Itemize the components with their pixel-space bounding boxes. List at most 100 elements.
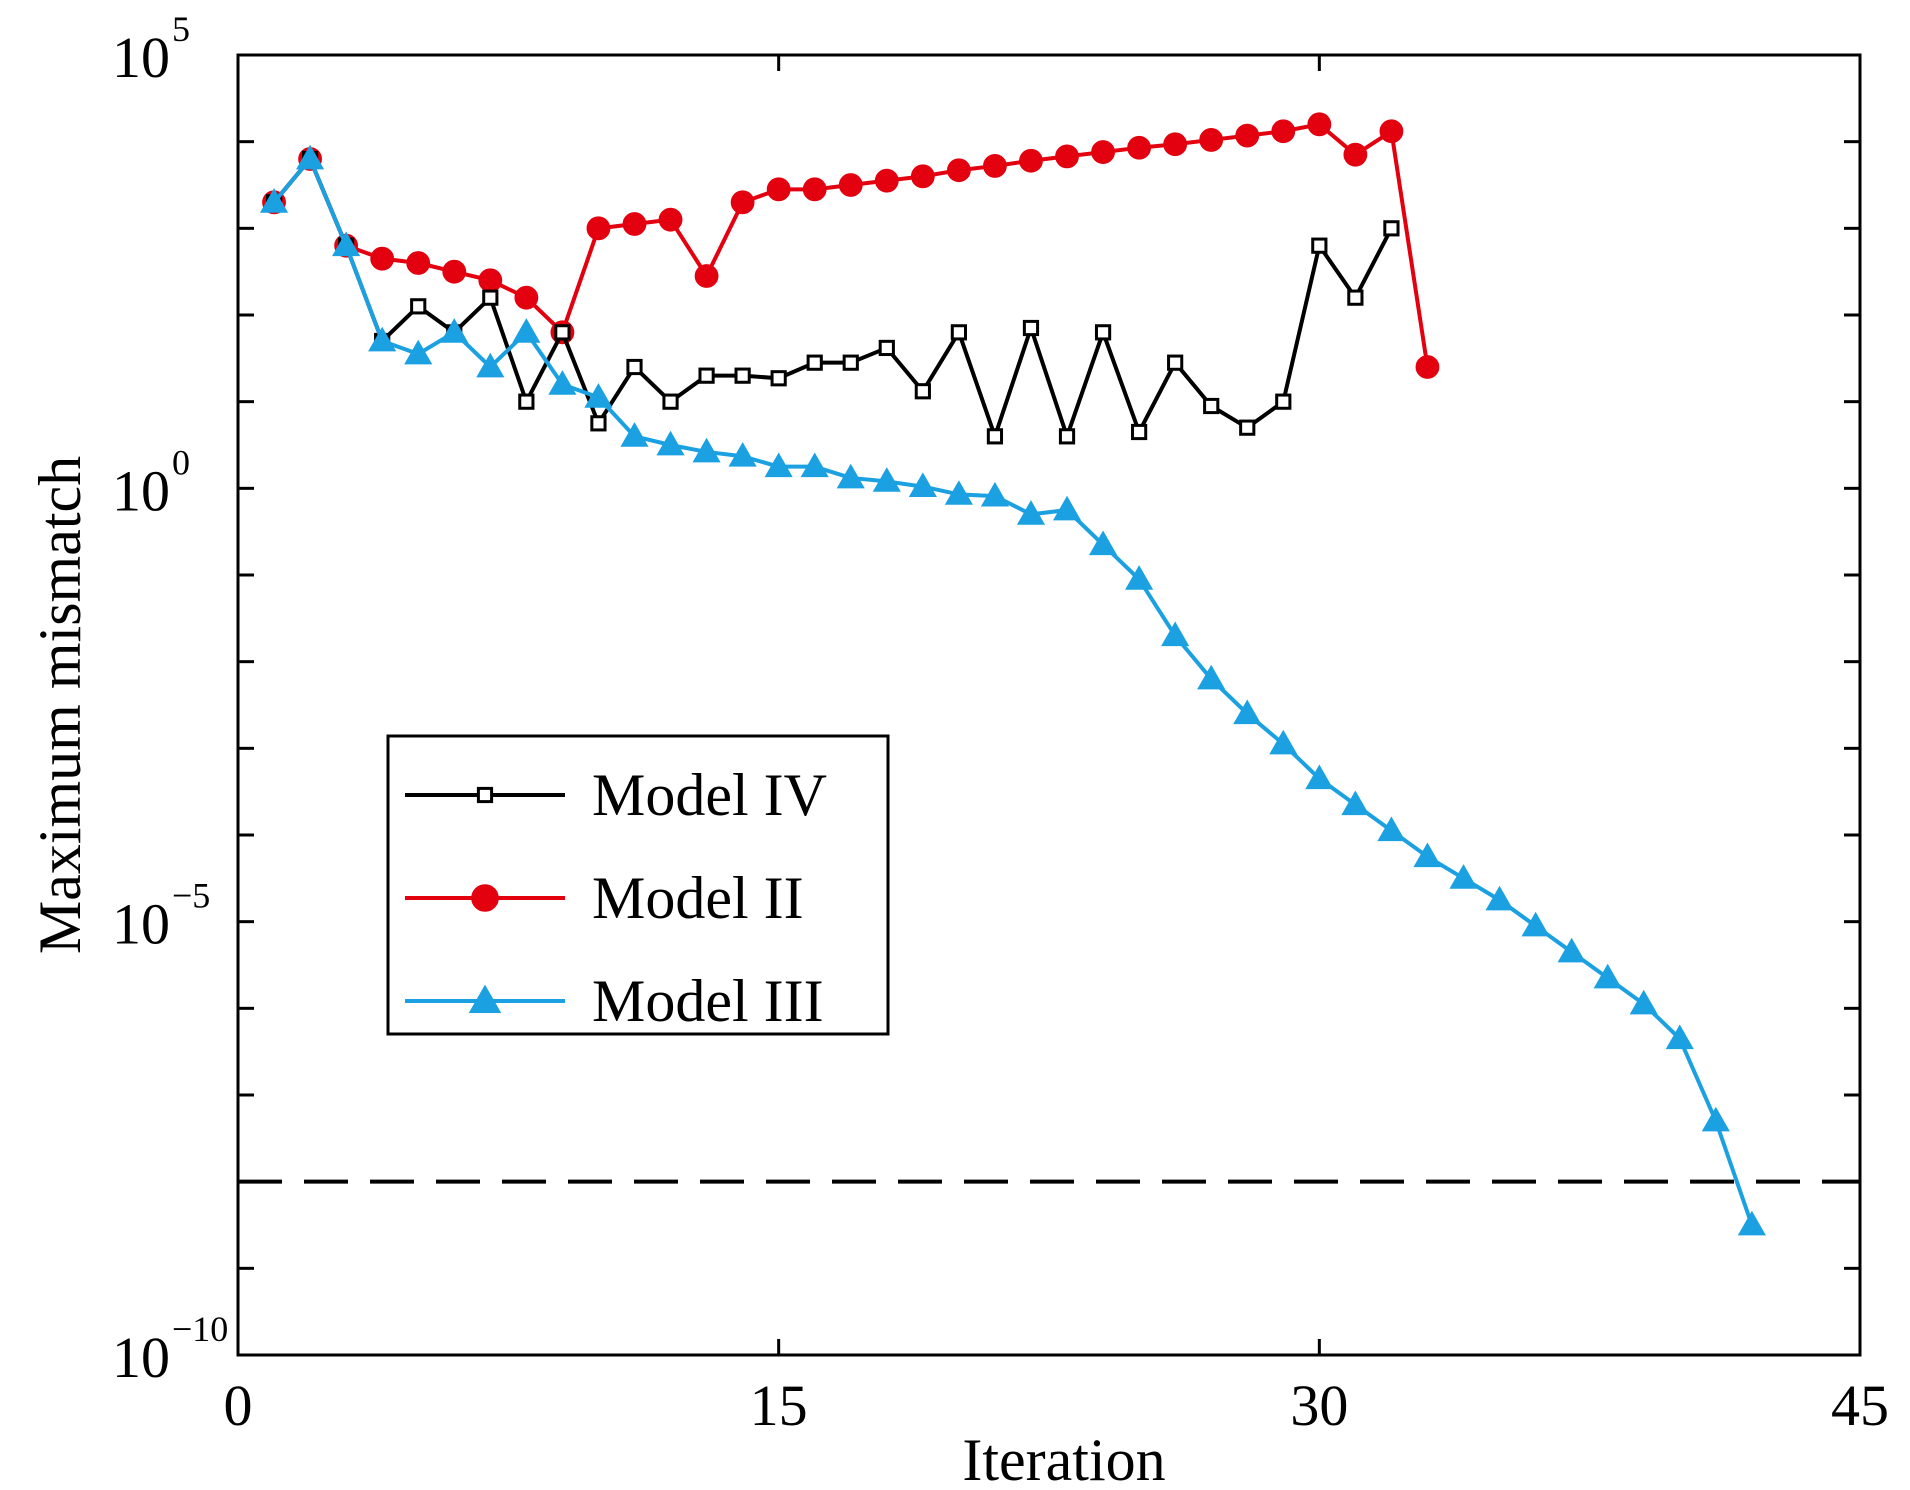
marker-triangle bbox=[1593, 963, 1622, 989]
marker-triangle bbox=[1665, 1024, 1694, 1050]
marker-square bbox=[1347, 289, 1364, 306]
marker-square bbox=[482, 289, 499, 306]
y-tick-label: 10 −10 bbox=[112, 1309, 228, 1390]
marker-circle bbox=[478, 268, 503, 293]
marker-triangle bbox=[584, 383, 613, 408]
marker-triangle bbox=[296, 144, 325, 170]
y-tick-base: 10 bbox=[112, 458, 170, 523]
marker-circle bbox=[766, 177, 791, 202]
marker-triangle bbox=[368, 326, 397, 352]
x-tick-label: 15 bbox=[750, 1373, 808, 1438]
marker-triangle bbox=[1197, 664, 1226, 690]
marker-square bbox=[410, 298, 427, 315]
x-tick-label: 0 bbox=[224, 1373, 253, 1438]
marker-circle bbox=[874, 168, 899, 193]
legend-label: Model III bbox=[592, 968, 824, 1034]
marker-triangle bbox=[1305, 764, 1334, 790]
marker-triangle bbox=[1161, 621, 1190, 647]
marker-circle bbox=[1307, 112, 1332, 137]
marker-circle bbox=[1235, 123, 1260, 148]
marker-triangle bbox=[440, 318, 469, 343]
marker-square bbox=[986, 428, 1004, 445]
marker-circle bbox=[1415, 355, 1440, 379]
marker-square bbox=[1239, 419, 1256, 436]
marker-triangle bbox=[836, 463, 865, 489]
marker-triangle bbox=[1701, 1106, 1730, 1132]
marker-triangle bbox=[1629, 989, 1658, 1015]
marker-triangle bbox=[548, 370, 577, 395]
marker-triangle bbox=[620, 422, 649, 447]
marker-triangle bbox=[1052, 495, 1082, 521]
marker-triangle bbox=[872, 467, 901, 492]
marker-square bbox=[806, 354, 823, 371]
marker-triangle bbox=[728, 442, 757, 467]
series-line bbox=[272, 157, 1394, 439]
legend-entry: Model IV bbox=[405, 762, 827, 828]
marker-circle bbox=[802, 177, 827, 202]
marker-square bbox=[842, 354, 859, 371]
marker-triangle bbox=[1449, 864, 1478, 889]
y-tick-exponent: −10 bbox=[172, 1309, 228, 1349]
marker-triangle bbox=[764, 452, 793, 478]
marker-triangle bbox=[1125, 565, 1154, 590]
y-tick-base: 10 bbox=[112, 892, 170, 957]
marker-triangle bbox=[404, 339, 433, 365]
plot-area bbox=[236, 53, 1862, 1357]
y-tick-base: 10 bbox=[112, 1325, 170, 1390]
marker-circle bbox=[838, 173, 863, 197]
marker-triangle bbox=[1089, 530, 1118, 556]
marker-square bbox=[662, 393, 679, 410]
marker-square bbox=[1311, 237, 1328, 254]
marker-circle bbox=[1127, 135, 1152, 160]
marker-triangle bbox=[1016, 500, 1046, 525]
y-tick-label: 10 −5 bbox=[112, 876, 210, 957]
marker-triangle bbox=[1269, 729, 1298, 755]
marker-triangle bbox=[476, 352, 505, 378]
marker-triangle bbox=[1557, 937, 1586, 963]
marker-triangle bbox=[1737, 1210, 1766, 1236]
marker-circle bbox=[406, 251, 431, 275]
marker-square bbox=[1131, 423, 1148, 441]
y-axis-label: Maximum mismatch bbox=[27, 456, 93, 954]
y-tick-exponent: −5 bbox=[172, 876, 210, 916]
marker-triangle bbox=[1233, 699, 1262, 725]
marker-circle bbox=[442, 259, 467, 284]
marker-triangle bbox=[980, 481, 1009, 507]
marker-circle bbox=[694, 264, 719, 288]
y-tick-exponent: 0 bbox=[172, 442, 190, 482]
legend-box bbox=[386, 734, 890, 1036]
marker-triangle bbox=[1341, 790, 1370, 816]
marker-square bbox=[1275, 393, 1292, 410]
marker-triangle bbox=[512, 318, 541, 343]
marker-circle bbox=[514, 285, 539, 310]
series-model-ii bbox=[262, 112, 1440, 379]
marker-circle bbox=[658, 207, 683, 232]
marker-triangle bbox=[1413, 842, 1442, 868]
series-layer bbox=[259, 112, 1766, 1236]
legend-label: Model II bbox=[592, 865, 804, 931]
marker-triangle bbox=[908, 472, 937, 497]
y-tick-base: 10 bbox=[112, 25, 170, 90]
marker-triangle bbox=[1521, 911, 1550, 937]
marker-square bbox=[554, 324, 571, 341]
marker-circle bbox=[1343, 142, 1368, 167]
axis-ticks bbox=[236, 53, 1862, 1357]
y-tick-label: 10 5 bbox=[112, 9, 190, 90]
marker-circle bbox=[730, 190, 755, 215]
marker-circle bbox=[1055, 144, 1079, 169]
marker-square bbox=[878, 339, 895, 357]
marker-square bbox=[734, 367, 751, 384]
marker-circle bbox=[946, 158, 971, 183]
marker-triangle bbox=[1377, 816, 1406, 842]
marker-circle bbox=[586, 216, 611, 241]
x-tick-label: 30 bbox=[1290, 1373, 1348, 1438]
marker-triangle bbox=[692, 437, 721, 463]
marker-square bbox=[590, 415, 607, 432]
legend-entries: Model IV Model II Model III bbox=[405, 762, 827, 1034]
marker-triangle bbox=[468, 984, 502, 1014]
marker-circle bbox=[370, 246, 395, 271]
series-model-iv bbox=[265, 150, 1400, 445]
series-model-iii bbox=[259, 144, 1766, 1236]
